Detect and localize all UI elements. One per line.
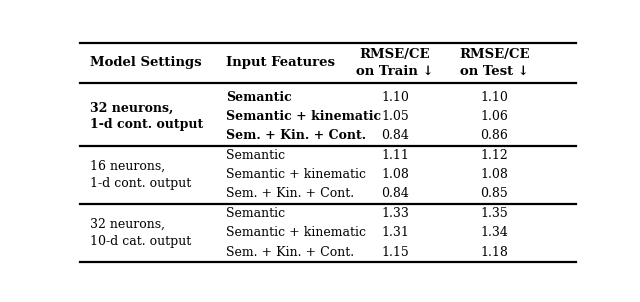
Text: 1.10: 1.10 <box>480 91 508 104</box>
Text: 0.84: 0.84 <box>381 129 409 142</box>
Text: 1.15: 1.15 <box>381 246 409 259</box>
Text: Semantic + kinematic: Semantic + kinematic <box>227 110 381 123</box>
Text: 1.08: 1.08 <box>381 168 409 181</box>
Text: Sem. + Kin. + Cont.: Sem. + Kin. + Cont. <box>227 188 355 201</box>
Text: 1.34: 1.34 <box>480 226 508 239</box>
Text: 32 neurons,
1-d cont. output: 32 neurons, 1-d cont. output <box>90 101 203 131</box>
Text: 1.11: 1.11 <box>381 149 409 162</box>
Text: Model Settings: Model Settings <box>90 56 202 69</box>
Text: 1.06: 1.06 <box>480 110 508 123</box>
Text: 1.05: 1.05 <box>381 110 409 123</box>
Text: Input Features: Input Features <box>227 56 335 69</box>
Text: RMSE/CE
on Test ↓: RMSE/CE on Test ↓ <box>459 48 529 78</box>
Text: RMSE/CE
on Train ↓: RMSE/CE on Train ↓ <box>356 48 434 78</box>
Text: 0.85: 0.85 <box>480 188 508 201</box>
Text: 1.10: 1.10 <box>381 91 409 104</box>
Text: 16 neurons,
1-d cont. output: 16 neurons, 1-d cont. output <box>90 159 191 190</box>
Text: 1.31: 1.31 <box>381 226 409 239</box>
Text: Sem. + Kin. + Cont.: Sem. + Kin. + Cont. <box>227 246 355 259</box>
Text: 1.08: 1.08 <box>480 168 508 181</box>
Text: Semantic: Semantic <box>227 149 285 162</box>
Text: Semantic: Semantic <box>227 91 292 104</box>
Text: Semantic + kinematic: Semantic + kinematic <box>227 168 366 181</box>
Text: 32 neurons,
10-d cat. output: 32 neurons, 10-d cat. output <box>90 218 191 248</box>
Text: 1.33: 1.33 <box>381 207 409 220</box>
Text: 0.86: 0.86 <box>480 129 508 142</box>
Text: Semantic: Semantic <box>227 207 285 220</box>
Text: 1.35: 1.35 <box>480 207 508 220</box>
Text: 0.84: 0.84 <box>381 188 409 201</box>
Text: 1.12: 1.12 <box>480 149 508 162</box>
Text: 1.18: 1.18 <box>480 246 508 259</box>
Text: Sem. + Kin. + Cont.: Sem. + Kin. + Cont. <box>227 129 367 142</box>
Text: Semantic + kinematic: Semantic + kinematic <box>227 226 366 239</box>
